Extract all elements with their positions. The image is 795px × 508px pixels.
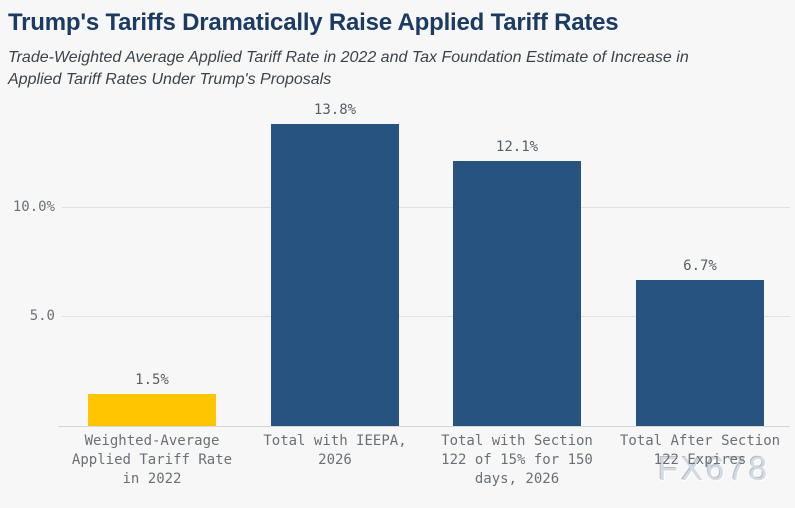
bar-3 [453, 161, 581, 427]
chart-header: Trump's Tariffs Dramatically Raise Appli… [8, 8, 788, 91]
bar-4 [636, 280, 764, 427]
y-axis-tick-label: 5.0 [29, 308, 55, 325]
y-gridline-10 [62, 206, 790, 208]
y-gridline-5 [62, 316, 790, 318]
bar-value-label: 13.8% [313, 102, 357, 118]
bar-value-label: 6.7% [683, 258, 717, 274]
x-axis-line [58, 426, 790, 427]
bar-value-label: 12.1% [495, 139, 539, 155]
y-axis-tick-label: 10.0% [12, 198, 55, 215]
bar-2 [271, 124, 399, 427]
chart-title: Trump's Tariffs Dramatically Raise Appli… [8, 9, 619, 36]
bar-1 [88, 394, 216, 427]
fx678-watermark: FX678 [658, 450, 771, 487]
bar-category-label: Total with IEEPA, 2026 [263, 433, 407, 468]
bar-category-label: Weighted-Average Applied Tariff Rate in … [71, 433, 233, 487]
bar-value-label: 1.5% [135, 372, 169, 388]
chart-subtitle: Trade-Weighted Average Applied Tariff Ra… [8, 49, 689, 88]
bar-category-label: Total After Section 122 Expires [619, 433, 781, 468]
bar-category-label: Total with Section 122 of 15% for 150 da… [441, 433, 593, 487]
